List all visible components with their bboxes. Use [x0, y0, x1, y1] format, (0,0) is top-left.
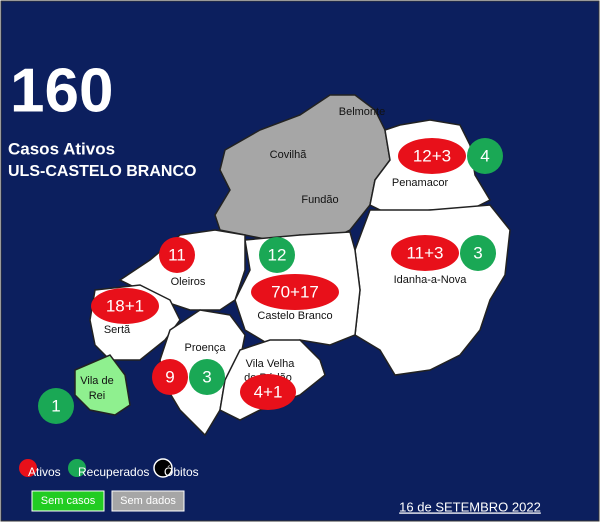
active-count: 9: [165, 367, 174, 386]
recovered-count: 4: [480, 146, 489, 165]
region-label: Rei: [89, 390, 106, 402]
legend-marker: [68, 459, 86, 477]
region-label: Penamacor: [392, 177, 449, 189]
region-label: Vila de: [80, 375, 113, 387]
recovered-count: 3: [202, 367, 211, 386]
recovered-count: 3: [473, 243, 482, 262]
total-active: 160: [10, 56, 113, 125]
legend-label: Recuperados: [78, 465, 149, 479]
region-vila-de-rei: [74, 354, 131, 416]
active-count: 11: [168, 245, 186, 264]
legend: Ativos Recuperados Óbitos: [19, 458, 199, 479]
legend-label: Óbitos: [164, 464, 199, 479]
active-bubble: [398, 138, 466, 174]
active-count: 4+1: [254, 382, 283, 401]
recovered-count: 1: [51, 396, 60, 415]
region-label: Oleiros: [171, 276, 206, 288]
region-label: Castelo Branco: [257, 310, 332, 322]
region-label: Vila Velha: [246, 358, 296, 370]
bubbles: 12+3 4 11 12 11+3 3 70+17 18+1 9 3 4+1 1: [38, 138, 503, 424]
active-bubble: [240, 374, 296, 410]
recovered-bubble: [460, 235, 496, 271]
subtitle: Casos Ativos: [8, 139, 115, 158]
region-label: Covilhã: [270, 149, 308, 161]
active-bubble: [391, 235, 459, 271]
recovered-bubble: [189, 359, 225, 395]
active-count: 18+1: [106, 296, 144, 315]
active-bubble: [251, 274, 339, 310]
region-label: Belmonte: [339, 106, 385, 118]
active-count: 70+17: [271, 282, 319, 301]
recovered-bubble: [259, 237, 295, 273]
status-no-cases: [31, 490, 105, 512]
date: 16 de SETEMBRO 2022: [399, 499, 541, 514]
active-bubble: [159, 237, 195, 273]
recovered-count: 12: [268, 245, 287, 264]
region-label: Fundão: [301, 194, 338, 206]
active-count: 12+3: [413, 146, 451, 165]
region-label: Proença: [185, 342, 227, 354]
region-covilha-fundao: [214, 94, 391, 241]
recovered-bubble: [38, 388, 74, 424]
legend-marker: [153, 458, 173, 478]
status-no-data: [111, 490, 185, 512]
active-bubble: [152, 359, 188, 395]
status-label: Sem casos: [41, 495, 96, 507]
active-bubble: [91, 288, 159, 324]
recovered-bubble: [467, 138, 503, 174]
region-label: Sertã: [104, 324, 131, 336]
legend-marker: [19, 459, 37, 477]
legend-label: Ativos: [28, 465, 61, 479]
active-count: 11+3: [406, 243, 443, 262]
subtitle: ULS-CASTELO BRANCO: [8, 163, 196, 180]
region-label: Idanha-a-Nova: [394, 274, 468, 286]
status-label: Sem dados: [120, 495, 176, 507]
